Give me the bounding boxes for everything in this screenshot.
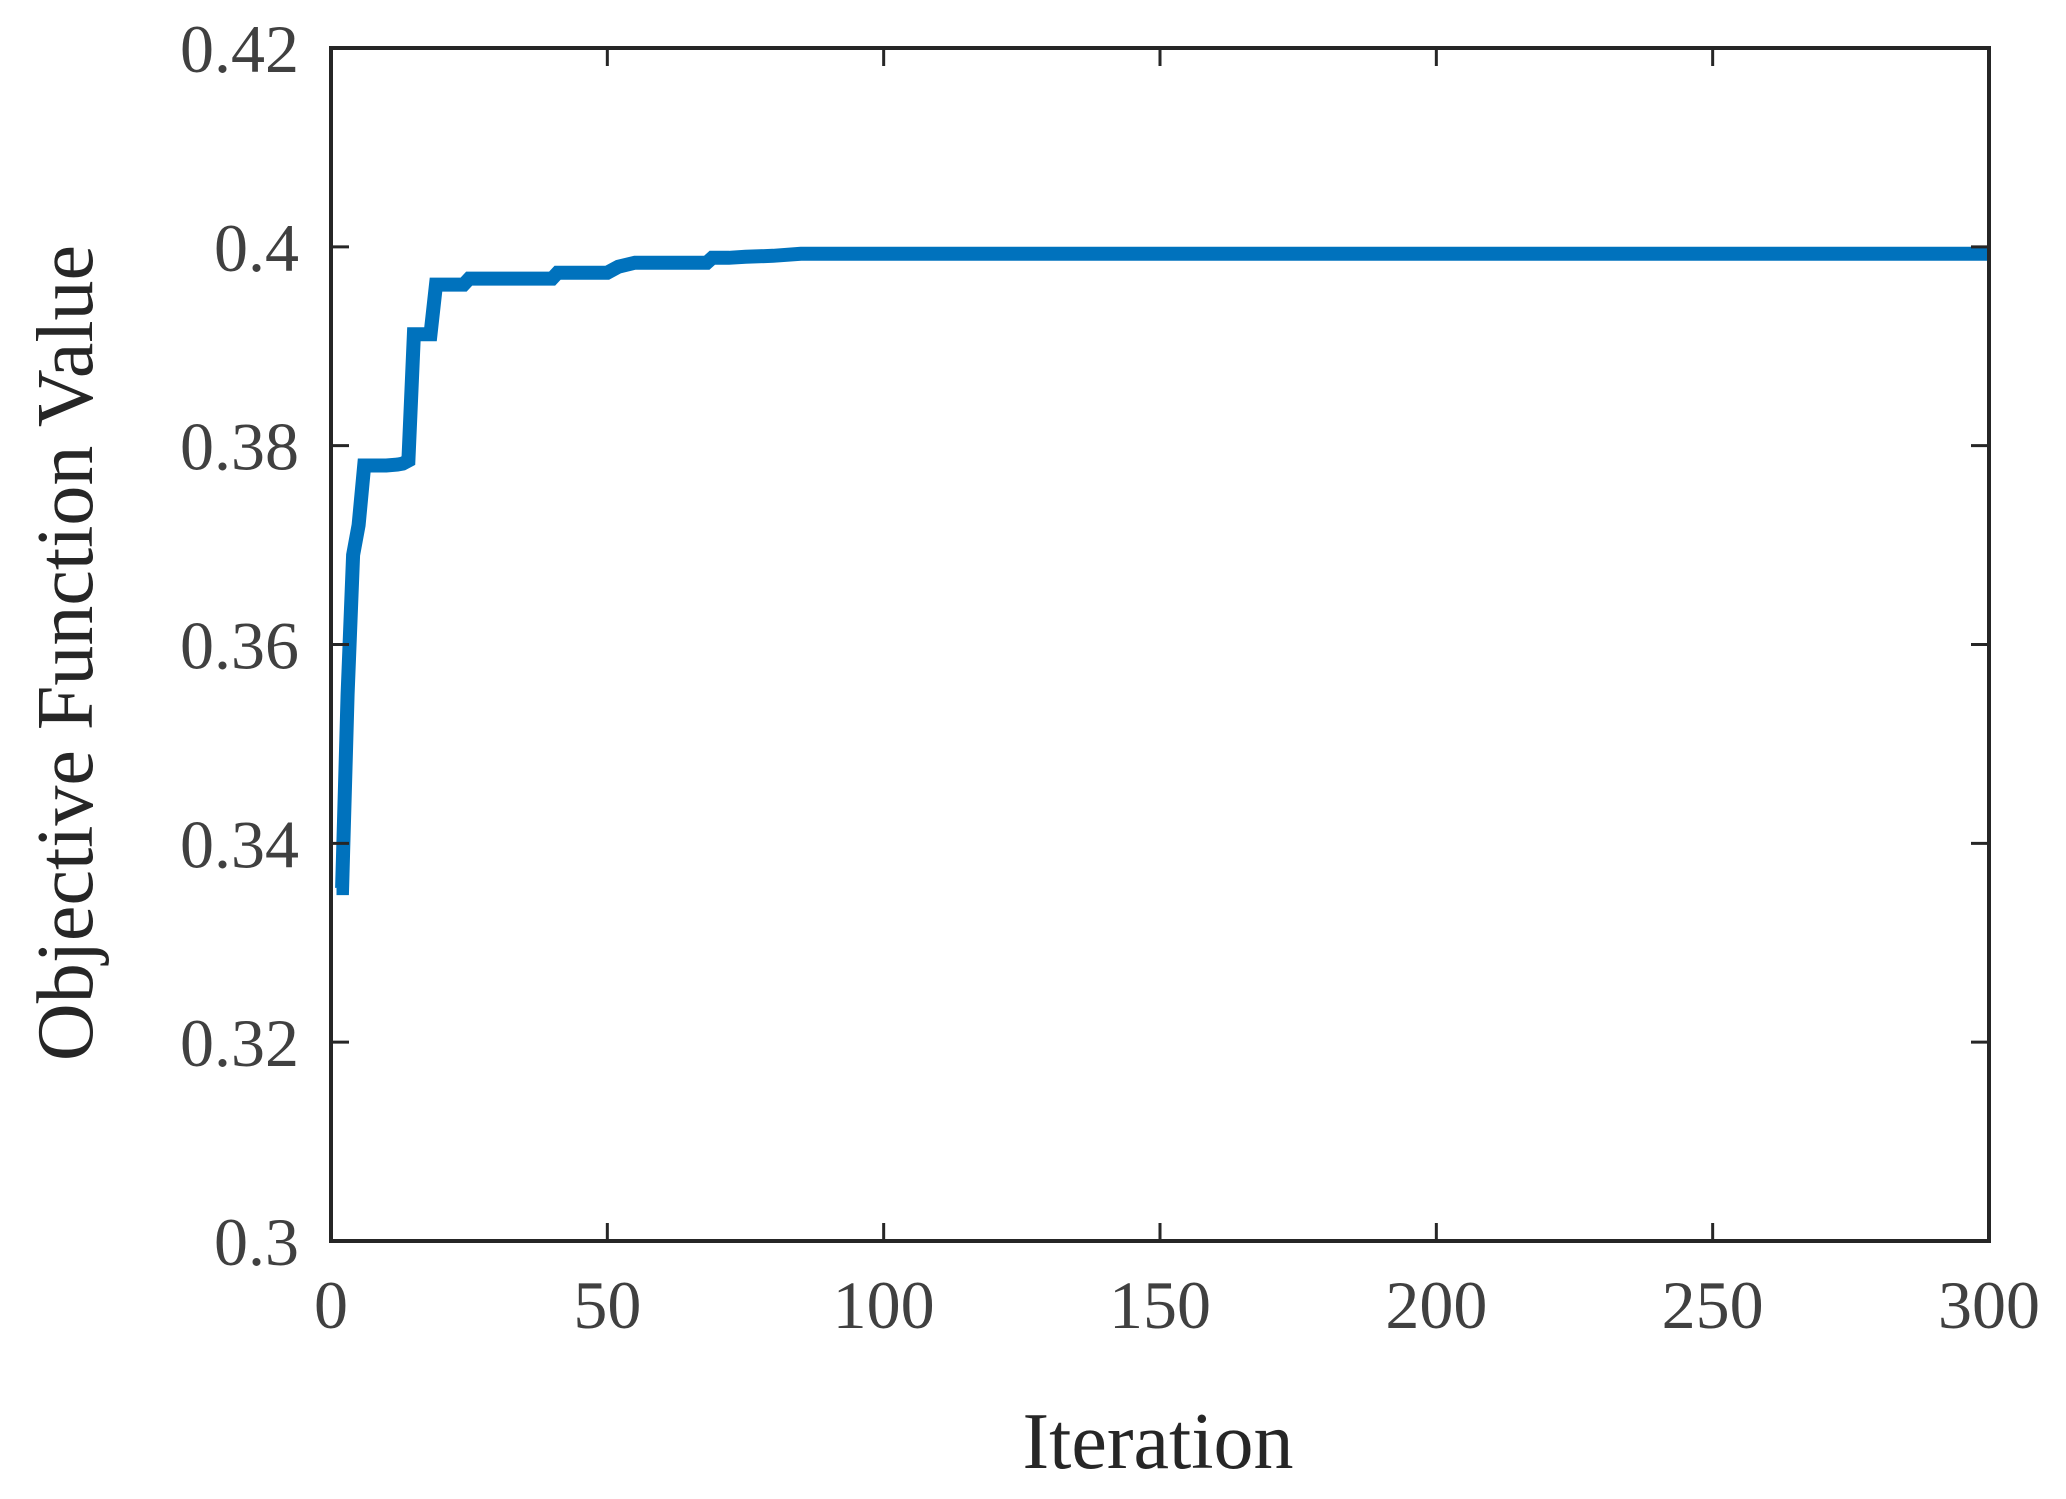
x-tick-label: 100	[833, 1267, 935, 1343]
y-tick-label: 0.32	[180, 1005, 299, 1081]
x-axis-label: Iteration	[1023, 1398, 1294, 1486]
x-tick-label: 300	[1938, 1267, 2040, 1343]
series-line	[335, 246, 1989, 896]
y-tick-label: 0.36	[180, 608, 299, 684]
y-tick-label: 0.34	[180, 806, 299, 882]
y-tick-label: 0.3	[214, 1204, 299, 1280]
plot-frame	[329, 46, 1991, 1243]
y-axis-label: Objective Function Value	[22, 245, 110, 1061]
x-tick-label: 150	[1109, 1267, 1211, 1343]
tick-labels: 0 50 100 150 200 250 300 0.3 0.32 0.34 0.36 0.38 0.4…	[180, 11, 2040, 1343]
y-tick-label: 0.38	[180, 409, 299, 485]
y-tick-label: 0.4	[214, 210, 299, 286]
x-tick-label: 0	[314, 1267, 348, 1343]
x-tick-label: 50	[573, 1267, 641, 1343]
x-tick-label: 250	[1662, 1267, 1764, 1343]
y-tick-label: 0.42	[180, 11, 299, 87]
x-tick-label: 200	[1385, 1267, 1487, 1343]
plot-area	[335, 246, 1989, 896]
